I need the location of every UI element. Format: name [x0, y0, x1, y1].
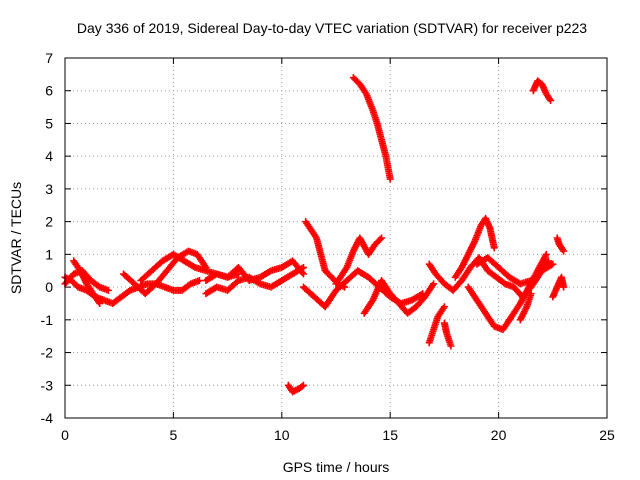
- y-tick-label: 0: [45, 279, 53, 295]
- x-tick-label: 5: [170, 427, 178, 443]
- data-point: [378, 234, 386, 242]
- data-point: [447, 342, 455, 350]
- y-tick-label: -4: [41, 410, 54, 426]
- y-tick-label: 5: [45, 115, 53, 131]
- y-tick-label: -1: [41, 312, 54, 328]
- data-point: [299, 270, 307, 278]
- y-tick-label: 4: [45, 148, 53, 164]
- y-tick-label: 6: [45, 83, 53, 99]
- data-point: [299, 381, 307, 389]
- x-tick-label: 0: [61, 427, 69, 443]
- axis-ticks: 0 5 10 15 20 25 -4 -3 -2 -1 0 1 2 3 4 5 6 7: [41, 50, 615, 443]
- x-axis-label: GPS time / hours: [283, 459, 390, 475]
- y-tick-label: 2: [45, 214, 53, 230]
- data-point: [104, 286, 112, 294]
- grid: [65, 58, 607, 418]
- chart-title: Day 336 of 2019, Sidereal Day-to-day VTE…: [77, 20, 587, 36]
- data-point: [560, 283, 568, 291]
- data-point: [386, 175, 394, 183]
- data-point: [440, 303, 448, 311]
- data-point: [96, 299, 104, 307]
- x-tick-label: 10: [274, 427, 290, 443]
- data-point: [195, 277, 203, 285]
- x-tick-label: 15: [382, 427, 398, 443]
- data-point-fill: [298, 382, 306, 390]
- y-tick-label: 7: [45, 50, 53, 66]
- y-axis-label: SDTVAR / TECUs: [8, 182, 24, 294]
- data-point: [299, 263, 307, 271]
- data-point: [542, 250, 550, 258]
- y-tick-label: -2: [41, 345, 54, 361]
- y-tick-label: 1: [45, 246, 53, 262]
- data-point: [560, 247, 568, 255]
- y-tick-label: -3: [41, 377, 54, 393]
- data-point-fill: [376, 235, 384, 243]
- x-tick-label: 25: [599, 427, 615, 443]
- data-point: [549, 260, 557, 268]
- data-point: [490, 244, 498, 252]
- data-points: [61, 74, 568, 396]
- x-tick-label: 20: [491, 427, 507, 443]
- data-point: [527, 290, 535, 298]
- y-tick-label: 3: [45, 181, 53, 197]
- plot-frame: [64, 57, 608, 419]
- data-point: [430, 280, 438, 288]
- data-point: [547, 97, 555, 105]
